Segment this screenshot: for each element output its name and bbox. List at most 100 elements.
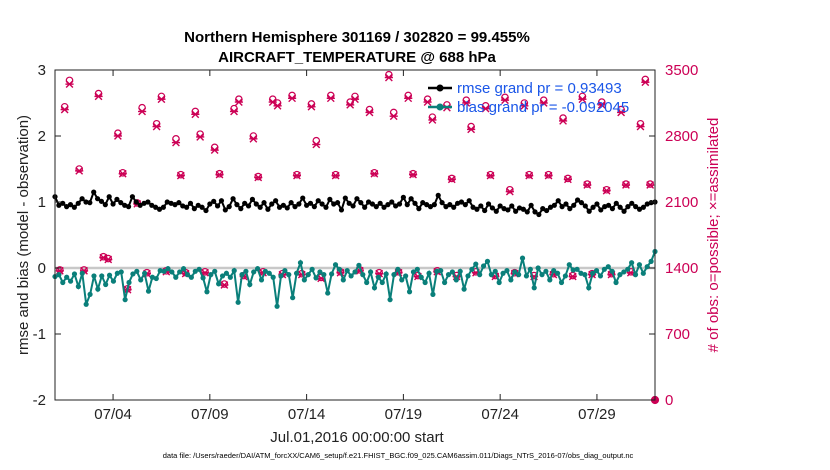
- bias-point: [644, 264, 650, 270]
- rmse-point: [532, 209, 538, 215]
- bias-point: [609, 268, 615, 274]
- bias-point: [297, 260, 304, 266]
- bias-point: [531, 285, 537, 291]
- bias-point: [227, 274, 233, 280]
- bias-point: [640, 270, 646, 276]
- rmse-point: [149, 202, 155, 208]
- bias-point: [126, 279, 132, 286]
- bias-point: [399, 277, 405, 283]
- rmse-point: [265, 206, 271, 212]
- bias-point: [496, 279, 502, 286]
- rmse-point: [203, 207, 209, 214]
- obs-assimilated-point: [234, 98, 243, 106]
- bias-point: [344, 268, 350, 274]
- bias-point: [617, 272, 623, 278]
- bias-point: [414, 266, 420, 272]
- rmse-point: [547, 204, 554, 210]
- rmse-point: [106, 194, 112, 200]
- obs-possible-point: [447, 174, 456, 183]
- rmse-point: [648, 200, 654, 206]
- bias-point: [91, 273, 97, 279]
- x-tick-label: 07/19: [385, 406, 423, 423]
- x-tick-label: 07/04: [94, 406, 132, 423]
- obs-possible-point: [177, 170, 185, 179]
- obs-assimilated-point: [370, 169, 379, 178]
- rmse-point: [373, 204, 379, 210]
- rmse-point: [578, 200, 585, 206]
- obs-assimilated-point: [563, 175, 572, 184]
- obs-assimilated-point: [113, 132, 122, 140]
- rmse-point: [633, 204, 639, 210]
- bias-point: [442, 279, 448, 286]
- rmse-point: [60, 200, 66, 206]
- obs-possible-point: [215, 169, 224, 178]
- bias-point: [438, 268, 444, 274]
- y-tick-label-right: 1400: [665, 260, 698, 277]
- rmse-point: [540, 206, 546, 212]
- rmse-point: [300, 195, 306, 201]
- obs-assimilated-point: [254, 173, 263, 182]
- obs-assimilated-point: [423, 98, 432, 106]
- obs-possible-point: [506, 185, 514, 194]
- rmse-point: [184, 204, 190, 210]
- rmse-point: [230, 196, 236, 202]
- bias-point: [356, 262, 362, 268]
- rmse-point: [381, 204, 387, 210]
- rmse-point: [447, 202, 453, 208]
- rmse-point: [443, 204, 449, 210]
- obs-assimilated-point: [220, 281, 229, 289]
- obs-assimilated-point: [481, 104, 490, 113]
- bias-point: [161, 268, 167, 274]
- obs-assimilated-point: [75, 166, 84, 175]
- obs-assimilated-point: [525, 171, 534, 180]
- obs-assimilated-point: [350, 95, 360, 104]
- rmse-point: [249, 196, 256, 202]
- obs-possible-point: [331, 170, 340, 179]
- bias-point: [208, 272, 214, 278]
- bias-point: [477, 272, 483, 278]
- rmse-point: [292, 204, 298, 210]
- bias-point: [157, 268, 163, 274]
- bias-point: [383, 271, 389, 277]
- rmse-point: [493, 208, 499, 214]
- obs-assimilated-point: [447, 175, 456, 184]
- rmse-point: [528, 202, 534, 208]
- bias-point: [282, 268, 288, 274]
- bias-point: [122, 297, 128, 303]
- rmse-point: [304, 202, 310, 208]
- rmse-point: [296, 201, 302, 207]
- obs-assimilated-point: [196, 133, 205, 141]
- rmse-point: [435, 192, 441, 198]
- bias-point: [586, 285, 592, 291]
- bias-point: [543, 268, 549, 274]
- rmse-point: [334, 200, 341, 206]
- bias-point: [251, 269, 257, 275]
- bias-point: [648, 258, 654, 264]
- obs-possible-point: [646, 180, 654, 188]
- bias-point: [449, 269, 456, 275]
- obs-assimilated-point: [191, 110, 200, 119]
- bias-point: [480, 263, 487, 269]
- bias-point: [582, 272, 588, 278]
- rmse-point: [114, 196, 120, 202]
- rmse-point: [261, 200, 267, 206]
- bias-point: [173, 274, 179, 280]
- rmse-point: [288, 200, 294, 206]
- legend-bias-label: bias grand pr = -0.092045: [457, 99, 629, 116]
- bias-point: [348, 273, 354, 279]
- bias-point: [134, 268, 140, 274]
- bias-point: [387, 297, 393, 303]
- bias-point: [64, 274, 70, 280]
- obs-possible-point: [293, 170, 301, 179]
- y-tick-label-right: 2800: [665, 128, 698, 145]
- rmse-point: [474, 206, 480, 212]
- obs-assimilated-point: [384, 73, 393, 82]
- rmse-point: [153, 204, 159, 210]
- bias-point: [223, 270, 230, 276]
- bias-point: [180, 266, 187, 272]
- bias-point: [558, 279, 565, 286]
- rmse-point: [110, 201, 116, 207]
- obs-possible-point: [75, 165, 83, 173]
- bias-point: [574, 266, 580, 272]
